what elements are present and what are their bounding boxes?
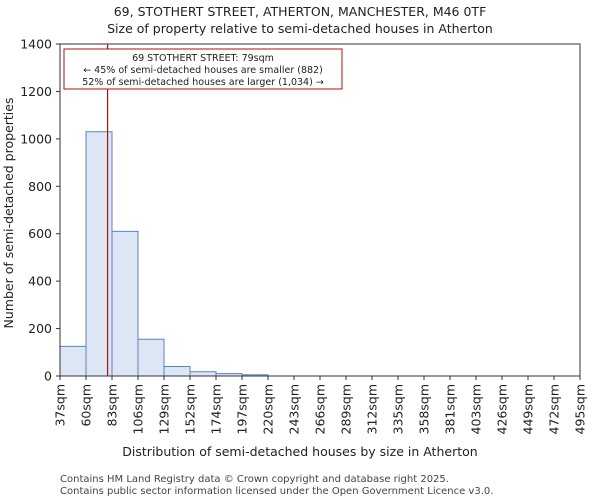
x-tick-label: 174sqm [209, 384, 224, 434]
x-tick-label: 335sqm [391, 384, 406, 434]
bar-129sqm [163, 366, 191, 377]
annotation-frame [63, 48, 343, 90]
y-axis-ticks: 0 200 400 600 800 1000 1200 1400 [20, 37, 60, 384]
x-tick-label: 129sqm [157, 384, 172, 434]
bar-83sqm [111, 230, 139, 377]
y-tick-label: 1200 [20, 84, 52, 99]
y-axis-label: Number of semi-detached properties [1, 98, 16, 329]
x-tick-label: 243sqm [287, 384, 302, 434]
x-axis-ticks: 37sqm 60sqm 83sqm 106sqm 129sqm 152sqm 174sqm 1… [53, 376, 588, 434]
chart-title: 69, STOTHERT STREET, ATHERTON, MANCHESTE… [114, 4, 487, 19]
y-tick-label: 1400 [20, 37, 52, 52]
x-tick-label: 83sqm [105, 384, 120, 427]
bar-152sqm [189, 371, 217, 377]
annotation-smaller: ← 45% of semi-detached houses are smalle… [83, 65, 323, 76]
x-tick-label: 106sqm [131, 384, 146, 434]
x-tick-label: 495sqm [573, 384, 588, 434]
annotation-larger: 52% of semi-detached houses are larger (… [82, 77, 324, 88]
y-tick-label: 400 [28, 274, 52, 289]
plot-frame [59, 43, 581, 377]
x-axis-label: Distribution of semi-detached houses by … [122, 444, 477, 459]
annotation-box: 69 STOTHERT STREET: 79sqm ← 45% of semi-… [63, 48, 343, 90]
x-tick-label: 152sqm [183, 384, 198, 434]
footer-line-2: Contains public sector information licen… [60, 486, 493, 497]
x-tick-label: 358sqm [417, 384, 432, 434]
y-tick-label: 1000 [20, 131, 52, 146]
x-tick-label: 266sqm [313, 384, 328, 434]
annotation-title: 69 STOTHERT STREET: 79sqm [132, 53, 274, 64]
x-tick-label: 449sqm [521, 384, 536, 434]
x-tick-label: 472sqm [547, 384, 562, 434]
bar-106sqm [137, 338, 165, 377]
bars [59, 131, 269, 377]
y-tick-label: 0 [44, 369, 52, 384]
y-tick-label: 800 [28, 179, 52, 194]
x-tick-label: 60sqm [79, 384, 94, 427]
bar-37sqm [59, 345, 87, 377]
x-tick-label: 381sqm [443, 384, 458, 434]
x-tick-label: 37sqm [53, 384, 68, 427]
x-tick-label: 403sqm [469, 384, 484, 434]
y-tick-label: 600 [28, 226, 52, 241]
y-tick-label: 200 [28, 321, 52, 336]
x-tick-label: 220sqm [261, 384, 276, 434]
x-tick-label: 197sqm [235, 384, 250, 434]
x-tick-label: 289sqm [339, 384, 354, 434]
footer-line-1: Contains HM Land Registry data © Crown c… [60, 474, 449, 485]
x-tick-label: 312sqm [365, 384, 380, 434]
chart-subtitle: Size of property relative to semi-detach… [107, 21, 493, 36]
x-tick-label: 426sqm [495, 384, 510, 434]
